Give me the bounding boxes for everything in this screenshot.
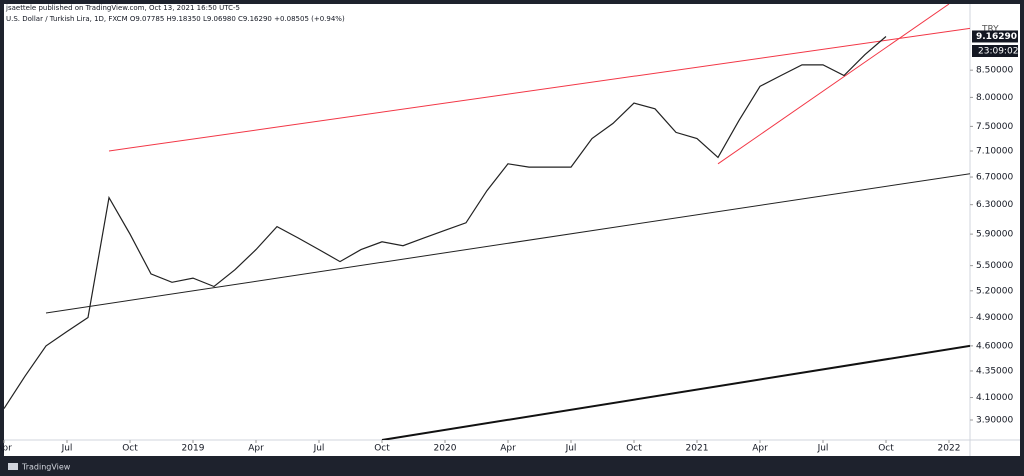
y-tick-label: 3.90000 xyxy=(976,415,1013,425)
symbol-line: U.S. Dollar / Turkish Lira, 1D, FXCM O9.… xyxy=(6,15,345,23)
x-tick-label: Apr xyxy=(500,444,516,454)
y-tick-label: 4.90000 xyxy=(976,313,1013,323)
last-price-box xyxy=(972,30,1018,43)
y-tick-label: 7.10000 xyxy=(976,146,1013,156)
countdown-box xyxy=(972,45,1018,57)
x-tick-label: Apr xyxy=(0,444,12,454)
brand-logo xyxy=(8,463,18,470)
x-tick-label: Oct xyxy=(374,444,390,454)
y-tick-label: 4.60000 xyxy=(976,341,1013,351)
trendline xyxy=(381,344,970,440)
y-tick-label: 5.90000 xyxy=(976,230,1013,240)
y-tick-label: 4.10000 xyxy=(976,393,1013,403)
x-tick-label: Apr xyxy=(248,444,264,454)
trendline xyxy=(45,173,970,314)
trendline xyxy=(108,27,970,152)
countdown: 23:09:02 xyxy=(978,47,1018,57)
plot xyxy=(4,4,970,440)
y-tick-label: 8.00000 xyxy=(976,93,1013,103)
y-tick-label: 8.50000 xyxy=(976,66,1013,76)
y-tick-label: 7.50000 xyxy=(976,122,1013,132)
x-tick-label: Jul xyxy=(61,444,73,454)
x-tick-label: Oct xyxy=(122,444,138,454)
chart-area xyxy=(4,4,1020,456)
x-tick-label: Jul xyxy=(313,444,325,454)
y-tick-label: 4.35000 xyxy=(976,366,1013,376)
currency: TRY xyxy=(981,25,999,35)
y-tick-label: 6.70000 xyxy=(976,173,1013,183)
y-tick-label: 5.20000 xyxy=(976,286,1013,296)
x-tick-label: Apr xyxy=(752,444,768,454)
trendline xyxy=(717,4,950,165)
author-line: jsaettele published on TradingView.com, … xyxy=(5,4,240,12)
x-tick-label: 2019 xyxy=(182,444,205,454)
x-tick-label: Jul xyxy=(817,444,829,454)
y-tick-label: 6.30000 xyxy=(976,200,1013,210)
y-tick-label: 5.50000 xyxy=(976,261,1013,271)
x-tick-label: 2022 xyxy=(938,444,961,454)
x-tick-label: Oct xyxy=(878,444,894,454)
brand: TradingView xyxy=(21,463,71,472)
x-tick-label: 2020 xyxy=(434,444,457,454)
x-tick-label: Jul xyxy=(565,444,577,454)
last-price-label: 9.16290 xyxy=(976,32,1017,42)
price-line xyxy=(4,36,887,409)
x-tick-label: 2021 xyxy=(686,444,709,454)
x-tick-label: Oct xyxy=(626,444,642,454)
